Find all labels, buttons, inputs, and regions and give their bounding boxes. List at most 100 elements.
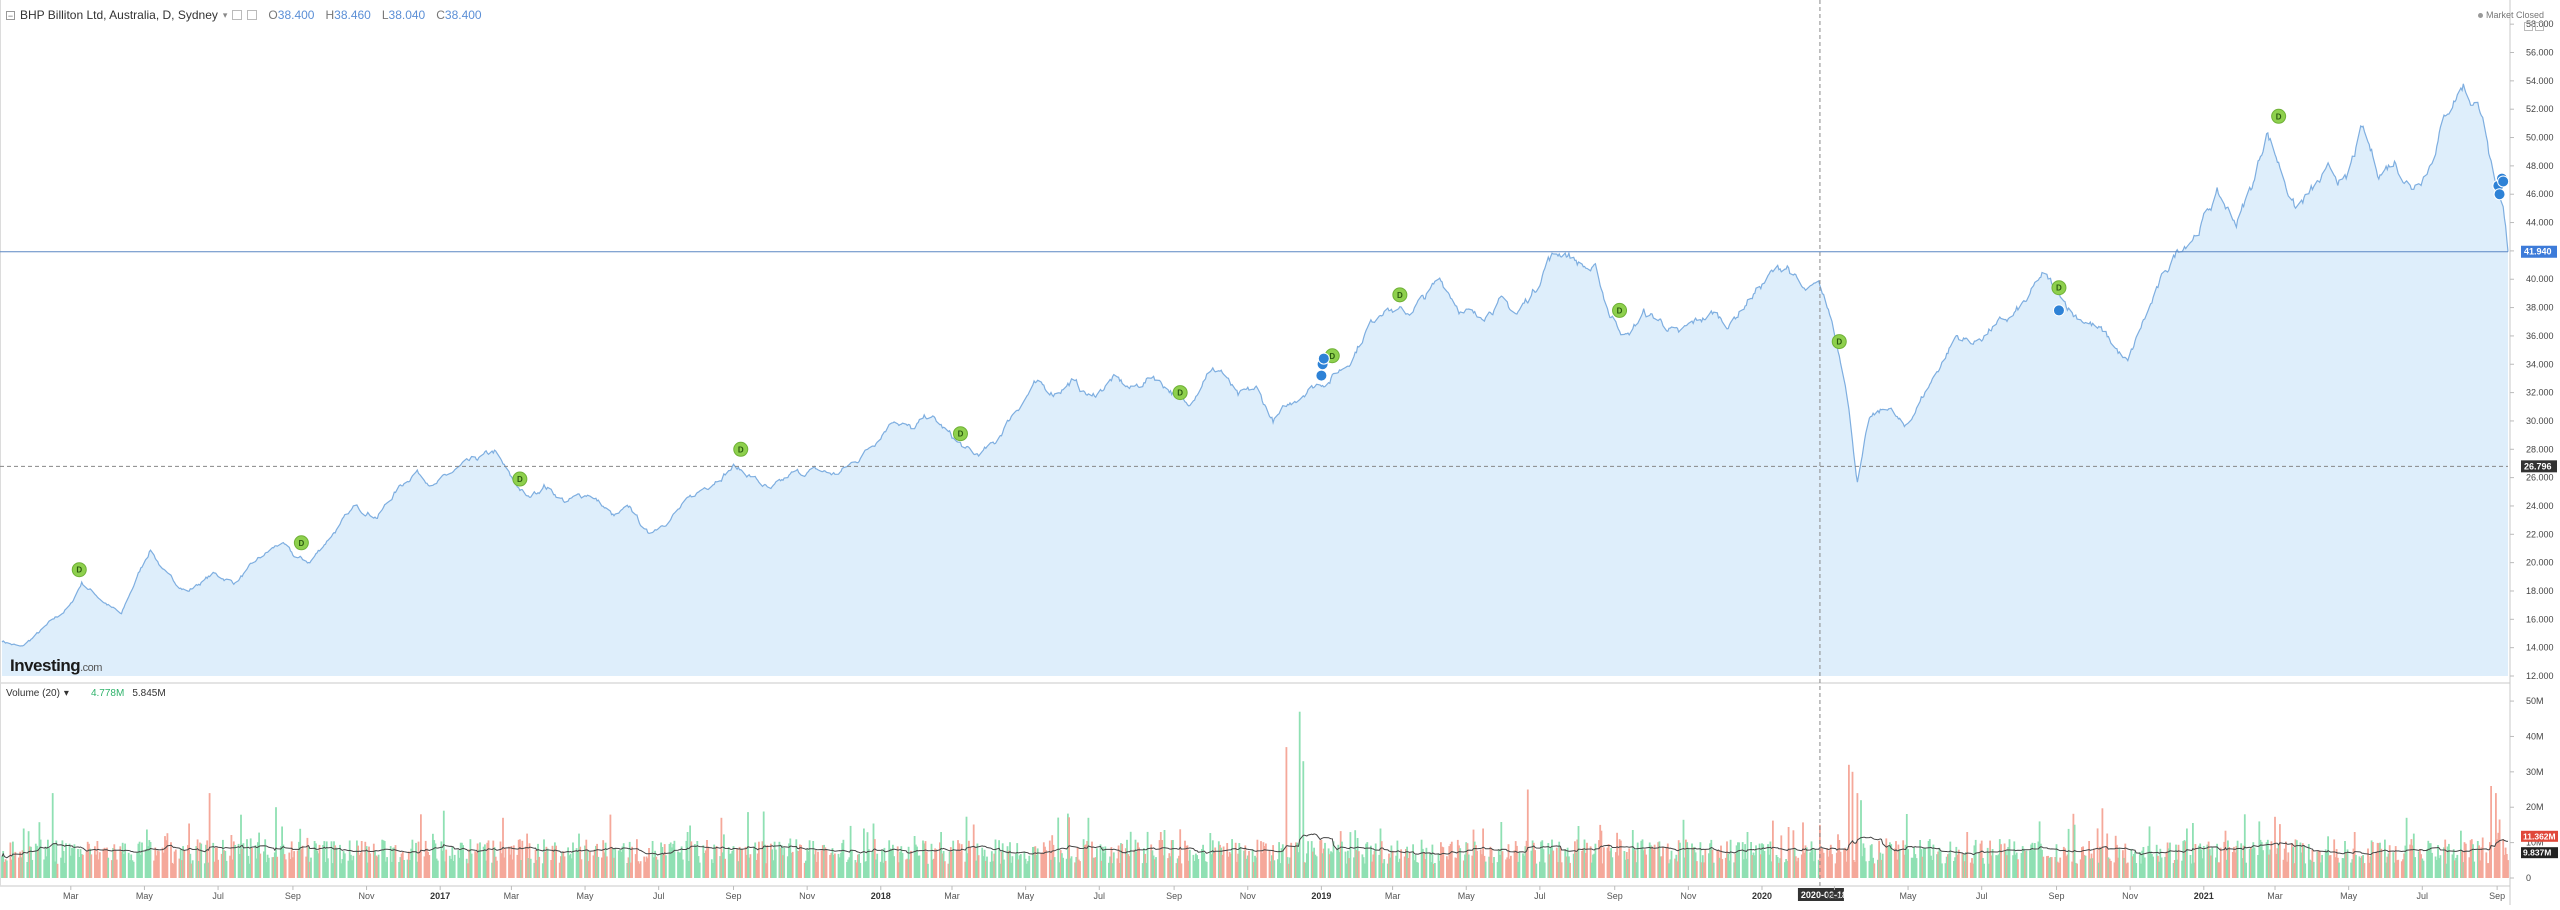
settings-icon[interactable] [232,10,243,20]
volume-bar [660,842,662,878]
dividend-marker[interactable]: D [733,441,749,457]
volume-bar [2454,860,2456,878]
volume-bar [2055,844,2058,878]
chevron-down-icon[interactable]: ▾ [63,688,69,699]
close-icon[interactable] [247,10,258,20]
volume-bar [830,852,833,878]
volume-bar [572,842,574,878]
volume-bar [310,857,312,878]
volume-bar [2,851,5,878]
event-marker[interactable] [2493,188,2506,201]
volume-bar [2066,854,2069,878]
volume-bar [2140,863,2142,878]
volume-bar [2224,830,2227,878]
volume-bar [1738,842,1740,878]
volume-bar [1386,863,1389,878]
volume-bar [2004,850,2007,878]
volume-bar [1686,842,1689,878]
volume-bar [197,861,200,878]
dividend-marker[interactable]: D [2051,280,2067,296]
dividend-marker[interactable]: D [1831,334,1847,350]
volume-bar [774,849,777,878]
volume-bar [1009,842,1011,878]
volume-bar [1442,847,1445,878]
volume-bar [1758,843,1761,878]
volume-bar [634,854,637,878]
dividend-marker[interactable]: D [1172,385,1188,401]
volume-bar [1881,853,1884,878]
volume-bar [2029,850,2031,878]
volume-bar [551,845,554,878]
volume-bar [28,846,31,878]
volume-bar [1185,846,1188,878]
volume-bar [1505,859,1507,878]
volume-bar [1293,846,1296,878]
dividend-marker[interactable]: D [952,426,968,442]
volume-bar [2446,846,2449,878]
dividend-marker[interactable]: D [1612,302,1628,318]
volume-bar [80,854,83,878]
volume-bar [103,847,106,878]
volume-bar [1743,859,1745,878]
volume-bar [2097,862,2100,878]
volume-bar [491,862,493,878]
volume-bar [445,849,448,878]
volume-bar [2048,858,2051,878]
volume-bar [992,861,994,878]
dividend-marker[interactable]: D [2271,108,2287,124]
volume-bar [448,855,451,878]
chevron-down-icon[interactable]: ▾ [222,9,228,20]
volume-bar [952,840,955,878]
volume-bar [1506,857,1509,878]
volume-bar [141,842,143,878]
volume-bar [554,842,556,878]
volume-bar [350,854,352,878]
dividend-marker[interactable]: D [71,562,87,578]
volume-bar [2312,861,2315,878]
volume-bar [1015,854,1017,878]
volume-bar [855,862,858,878]
event-marker[interactable] [2497,175,2510,188]
dividend-marker[interactable]: D [293,535,309,551]
volume-bar [1721,859,1724,878]
event-marker[interactable] [2052,304,2065,317]
volume-bar [418,852,421,878]
volume-bar [191,860,194,878]
volume-bar [593,849,596,878]
volume-bar [110,860,113,878]
volume-bar [47,839,49,878]
pane-down-icon[interactable] [2535,22,2544,31]
volume-bar [871,850,874,878]
time-tick-label: Sep [285,891,301,901]
dividend-marker[interactable]: D [512,471,528,487]
volume-bar [94,846,96,878]
volume-bar [906,858,909,878]
volume-bar [762,811,765,878]
volume-bar [1094,857,1097,878]
volume-bar [1048,840,1051,878]
volume-bar [1379,828,1382,878]
volume-bar [1126,839,1128,878]
volume-bar [2248,848,2251,878]
dividend-marker[interactable]: D [1392,287,1408,303]
volume-bar [690,841,693,878]
volume-bar [1768,854,1771,878]
volume-bar [2056,861,2059,878]
collapse-toggle-icon[interactable]: − [6,10,15,21]
volume-bar [174,849,177,878]
pane-up-icon[interactable] [2524,22,2533,31]
volume-bar [1904,844,1907,878]
event-marker[interactable] [1315,369,1328,382]
volume-bar [698,862,701,878]
volume-bar [940,832,942,878]
price-tick-label: 20.000 [2526,558,2554,568]
volume-bar [1776,857,1779,878]
volume-bar [737,861,740,878]
volume-bar [254,845,257,878]
volume-bar [892,844,894,878]
volume-bar [365,846,368,878]
volume-bar [1042,842,1045,878]
event-marker[interactable] [1317,352,1330,365]
